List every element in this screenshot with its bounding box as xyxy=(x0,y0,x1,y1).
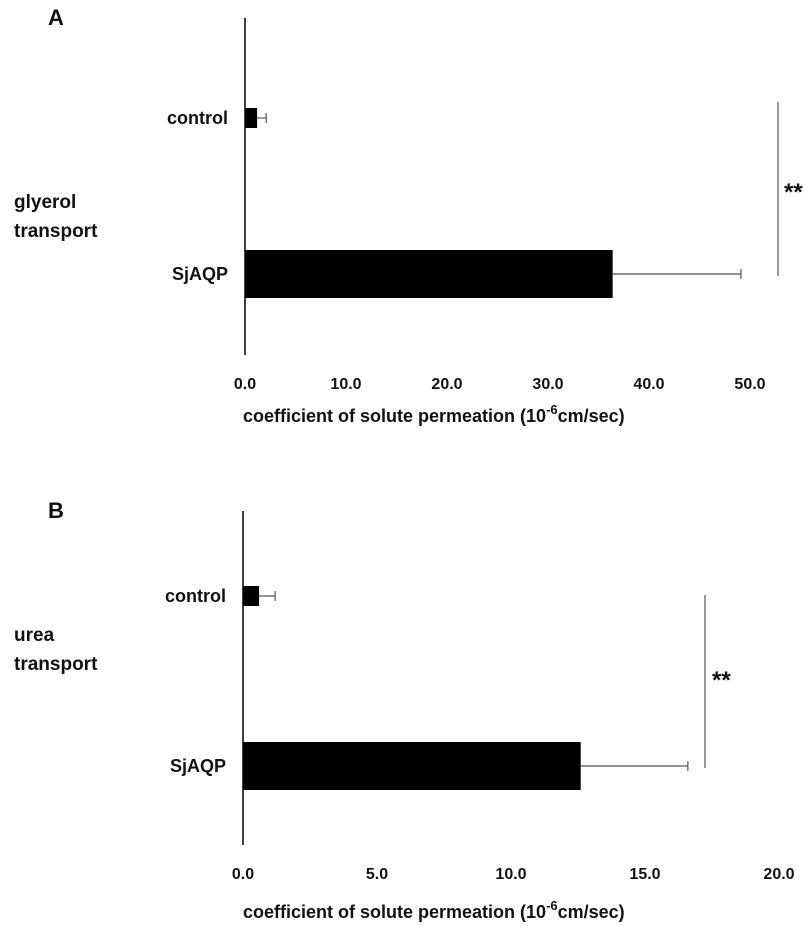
x-tick-label: 20.0 xyxy=(431,376,462,393)
significance-label: ** xyxy=(712,667,731,694)
x-tick-label: 0.0 xyxy=(234,376,256,393)
x-tick-label: 15.0 xyxy=(629,866,660,883)
x-tick-label: 10.0 xyxy=(495,866,526,883)
panel-label: B xyxy=(48,498,64,523)
x-axis-title: coefficient of solute permeation (10-6cm… xyxy=(243,898,625,922)
bar xyxy=(245,108,258,128)
x-axis-title-part: cm/sec) xyxy=(558,406,625,426)
x-axis-title-part: -6 xyxy=(546,402,558,417)
bar xyxy=(243,742,581,790)
x-tick-label: 50.0 xyxy=(734,376,765,393)
row-label: glyerol xyxy=(14,192,76,213)
row-label: transport xyxy=(14,221,98,242)
category-label: control xyxy=(165,586,226,606)
row-label: transport xyxy=(14,654,98,675)
bar xyxy=(245,250,613,298)
significance-label: ** xyxy=(784,179,803,206)
x-axis-title-part: coefficient of solute permeation (10 xyxy=(243,902,546,922)
x-axis-title: coefficient of solute permeation (10-6cm… xyxy=(243,402,625,426)
category-label: SjAQP xyxy=(170,756,226,776)
row-label: urea xyxy=(14,625,55,646)
panel-label: A xyxy=(48,5,64,30)
x-tick-label: 5.0 xyxy=(366,866,388,883)
x-tick-label: 30.0 xyxy=(532,376,563,393)
x-axis-title-part: cm/sec) xyxy=(558,902,625,922)
x-tick-label: 0.0 xyxy=(232,866,254,883)
x-axis-title-part: coefficient of solute permeation (10 xyxy=(243,406,546,426)
x-tick-label: 40.0 xyxy=(633,376,664,393)
x-tick-label: 10.0 xyxy=(330,376,361,393)
x-axis-title-part: -6 xyxy=(546,898,558,913)
x-tick-label: 20.0 xyxy=(763,866,794,883)
category-label: SjAQP xyxy=(172,264,228,284)
category-label: control xyxy=(167,108,228,128)
bar xyxy=(243,586,260,606)
